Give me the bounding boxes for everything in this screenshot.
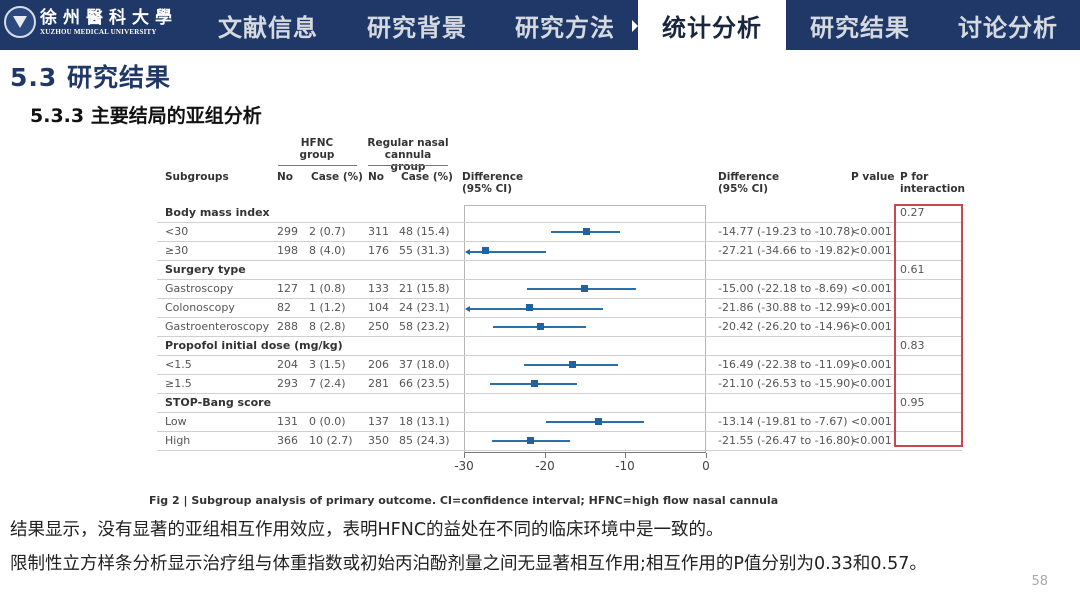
tab-research-background[interactable]: 研究背景	[367, 13, 467, 42]
university-logo: 徐州醫科大學 XUZHOU MEDICAL UNIVERSITY	[4, 4, 178, 40]
tab-research-results[interactable]: 研究结果	[810, 13, 910, 42]
point-estimate-marker	[482, 247, 489, 254]
active-tab-arrow-icon	[632, 20, 638, 32]
hfnc-header-underline	[278, 165, 357, 166]
result-paragraph-2: 限制性立方样条分析显示治疗组与体重指数或初始丙泊酚剂量之间无显著相互作用;相互作…	[10, 554, 927, 574]
col-subgroups: Subgroups	[165, 171, 229, 183]
table-row: Colonoscopy 82 1 (1.2) 104 24 (23.1) -21…	[165, 301, 892, 314]
p-interaction-value: 0.27	[900, 206, 925, 219]
table-row: Gastroenteroscopy 288 8 (2.8) 250 58 (23…	[165, 320, 892, 333]
table-row: ≥1.5 293 7 (2.4) 281 66 (23.5) -21.10 (-…	[165, 377, 892, 390]
arrow-left-icon	[465, 249, 470, 255]
table-section-row: Body mass index 0.27	[165, 206, 925, 219]
table-section-row: Propofol initial dose (mg/kg) 0.83	[165, 339, 925, 352]
x-tick-label: -20	[535, 459, 555, 473]
figure-caption: Fig 2 | Subgroup analysis of primary out…	[149, 494, 779, 507]
x-tick-label: -30	[454, 459, 474, 473]
point-estimate-marker	[537, 323, 544, 330]
table-row: Low 131 0 (0.0) 137 18 (13.1) -13.14 (-1…	[165, 415, 892, 428]
table-section-row: STOP-Bang score 0.95	[165, 396, 925, 409]
point-estimate-marker	[531, 380, 538, 387]
arrow-left-icon	[465, 306, 470, 312]
university-emblem-icon	[4, 6, 36, 38]
top-nav-bar: 徐州醫科大學 XUZHOU MEDICAL UNIVERSITY 文献信息 研究…	[0, 0, 1080, 50]
table-row: <1.5 204 3 (1.5) 206 37 (18.0) -16.49 (-…	[165, 358, 892, 371]
x-tick-label: -10	[615, 459, 635, 473]
col-reg-no: No	[368, 171, 385, 183]
p-interaction-value: 0.95	[900, 396, 925, 409]
point-estimate-marker	[526, 304, 533, 311]
logo-chinese-name: 徐州醫科大學	[40, 7, 178, 28]
col-hfnc-case: Case (%)	[311, 171, 363, 183]
forest-plot-area	[464, 205, 706, 453]
regular-header-underline	[368, 165, 448, 166]
point-estimate-marker	[569, 361, 576, 368]
x-tick-label: 0	[702, 459, 710, 473]
col-diff-plot: Difference (95% CI)	[462, 171, 524, 195]
p-interaction-highlight-box	[894, 204, 963, 447]
table-row: High 366 10 (2.7) 350 85 (24.3) -21.55 (…	[165, 434, 892, 447]
point-estimate-marker	[583, 228, 590, 235]
table-row: Gastroscopy 127 1 (0.8) 133 21 (15.8) -1…	[165, 282, 892, 295]
col-difference: Difference (95% CI)	[718, 171, 780, 195]
col-p-value: P value	[851, 171, 895, 183]
p-interaction-value: 0.61	[900, 263, 925, 276]
col-p-interaction: P for interaction	[900, 171, 966, 195]
tab-discussion[interactable]: 讨论分析	[958, 13, 1058, 42]
tab-statistical-analysis[interactable]: 统计分析	[638, 0, 786, 50]
p-interaction-value: 0.83	[900, 339, 925, 352]
point-estimate-marker	[527, 437, 534, 444]
table-row: <30 299 2 (0.7) 311 48 (15.4) -14.77 (-1…	[165, 225, 892, 238]
result-paragraph-1: 结果显示，没有显著的亚组相互作用效应，表明HFNC的益处在不同的临床环境中是一致…	[10, 520, 724, 540]
table-row: ≥30 198 8 (4.0) 176 55 (31.3) -27.21 (-3…	[165, 244, 892, 257]
point-estimate-marker	[595, 418, 602, 425]
table-section-row: Surgery type 0.61	[165, 263, 925, 276]
tab-research-methods[interactable]: 研究方法	[515, 13, 615, 42]
hfnc-group-header: HFNC group	[299, 137, 335, 161]
point-estimate-marker	[581, 285, 588, 292]
col-reg-case: Case (%)	[401, 171, 453, 183]
page-number: 58	[1031, 574, 1048, 589]
logo-english-name: XUZHOU MEDICAL UNIVERSITY	[40, 27, 157, 36]
regular-group-header: Regular nasal cannula group	[367, 137, 449, 173]
col-hfnc-no: No	[277, 171, 294, 183]
section-title: 5.3 研究结果	[10, 63, 171, 92]
tab-literature-info[interactable]: 文献信息	[218, 13, 318, 42]
forest-plot-figure: HFNC group Regular nasal cannula group S…	[157, 132, 977, 522]
subsection-title: 5.3.3 主要结局的亚组分析	[30, 105, 262, 127]
